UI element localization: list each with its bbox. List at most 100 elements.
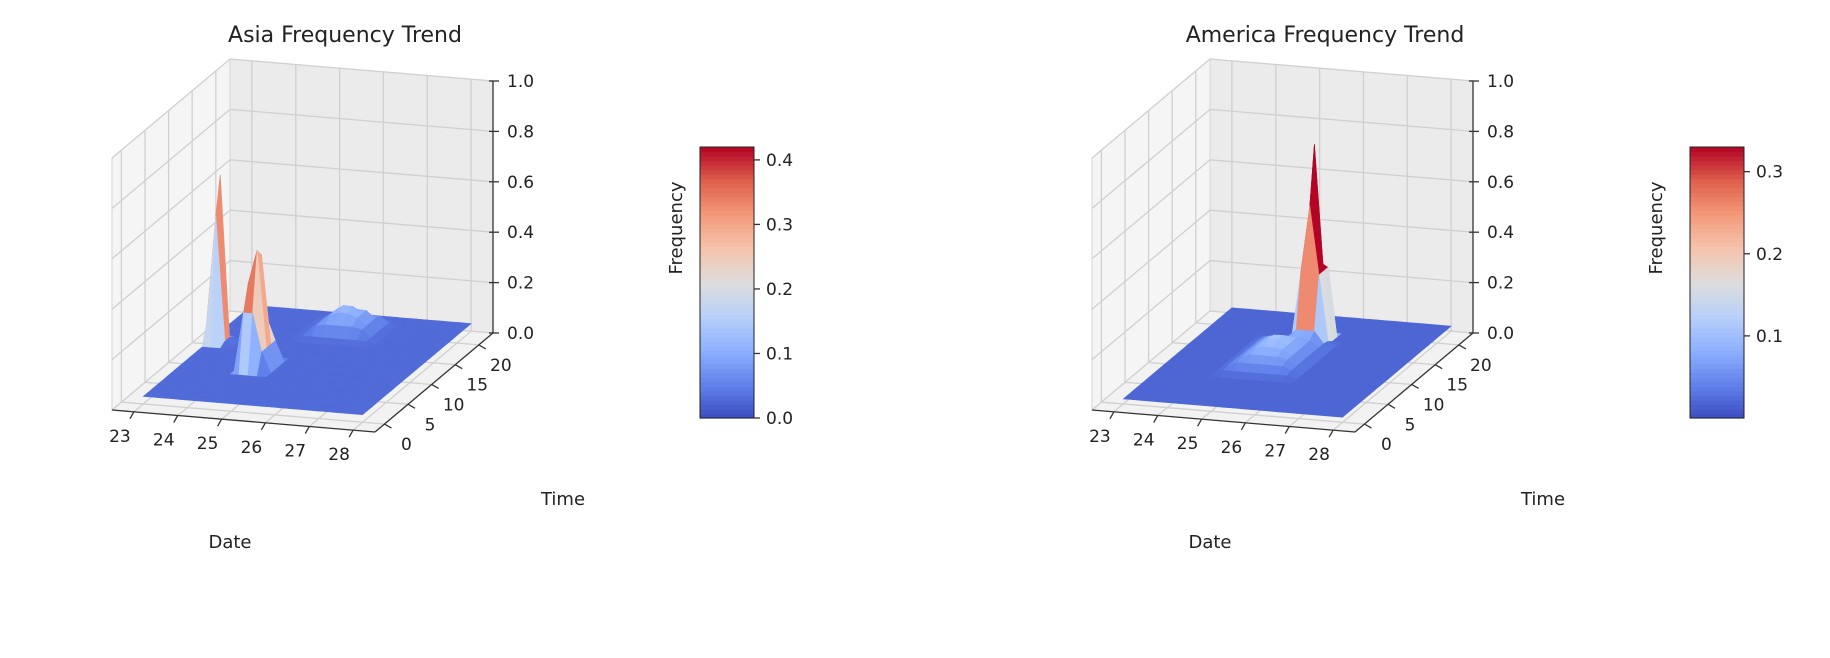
- colorbar-segment: [700, 255, 754, 261]
- colorbar-segment: [1690, 147, 1744, 153]
- america-ylabel: Time: [1520, 489, 1565, 510]
- colorbar-segment: [700, 345, 754, 351]
- y-axis-line: [374, 332, 494, 433]
- x-tick-label: 28: [328, 445, 350, 465]
- colorbar-segment: [700, 413, 754, 419]
- colorbar-segment: [700, 309, 754, 315]
- x-tick: [1109, 411, 1115, 420]
- colorbar-segment: [700, 395, 754, 401]
- asia-surface: [142, 175, 472, 416]
- y-tick: [1458, 344, 1467, 350]
- colorbar-segment: [700, 264, 754, 270]
- y-tick-label: 10: [1423, 395, 1445, 415]
- x-tick-label: 27: [1264, 442, 1286, 462]
- x-tick: [260, 422, 266, 431]
- colorbar-segment: [700, 246, 754, 252]
- colorbar-segment: [700, 156, 754, 162]
- colorbar-segment: [1690, 359, 1744, 365]
- x-axis-line: [111, 409, 376, 433]
- asia-colorbar: 0.0 0.1 0.2 0.3 0.4: [699, 146, 793, 429]
- colorbar-segment: [700, 377, 754, 383]
- colorbar-segment: [700, 187, 754, 193]
- colorbar-segment: [1690, 277, 1744, 284]
- colorbar-segment: [700, 259, 754, 266]
- colorbar-segment: [1690, 372, 1744, 378]
- colorbar-segment: [1690, 404, 1744, 410]
- y-tick: [1411, 383, 1419, 390]
- colorbar-segment: [1690, 201, 1744, 207]
- america-surface: [1122, 144, 1452, 418]
- colorbar-segment: [1690, 183, 1744, 189]
- x-tick: [1284, 426, 1290, 434]
- y-tick-label: 0: [401, 435, 412, 455]
- z-tick-label: 0.2: [1487, 274, 1514, 294]
- colorbar-segment: [1690, 187, 1744, 193]
- colorbar-segment: [1690, 386, 1744, 392]
- colorbar-segment: [700, 178, 754, 184]
- x-tick: [304, 426, 310, 434]
- colorbar-segment: [700, 232, 754, 238]
- colorbar-segment: [700, 151, 754, 157]
- colorbar-segment: [700, 196, 754, 202]
- colorbar-segment: [700, 147, 754, 153]
- colorbar-segment: [700, 404, 754, 410]
- colorbar-segment: [700, 228, 754, 234]
- colorbar-segment: [1690, 413, 1744, 419]
- colorbar-segment: [1690, 336, 1744, 342]
- x-tick-label: 25: [197, 434, 219, 454]
- z-tick-label: 0.8: [1487, 122, 1514, 142]
- colorbar-segment: [1690, 232, 1744, 238]
- colorbar-tick-label: 0.4: [766, 151, 793, 171]
- colorbar-segment: [1690, 246, 1744, 252]
- colorbar-segment: [1690, 323, 1744, 329]
- surface-facet: [1332, 412, 1348, 418]
- colorbar-segment: [700, 160, 754, 166]
- colorbar-frame: [699, 146, 755, 419]
- colorbar-segment: [700, 192, 754, 198]
- america-axes: [1091, 80, 1479, 438]
- colorbar-segment: [700, 386, 754, 392]
- z-tick-label: 0.4: [507, 223, 534, 243]
- colorbar-segment: [1690, 255, 1744, 261]
- colorbar-segment: [1690, 390, 1744, 397]
- colorbar-segment: [1690, 250, 1744, 256]
- y-axis-line: [1354, 332, 1474, 433]
- colorbar-segment: [1690, 309, 1744, 315]
- america-chart: America Frequency Trend 23 24 25 26 27 28 05 10…: [1089, 23, 1783, 553]
- colorbar-segment: [700, 341, 754, 347]
- colorbar-segment: [1690, 214, 1744, 220]
- america-title: America Frequency Trend: [1186, 23, 1465, 48]
- z-tick-label: 0.4: [1487, 223, 1514, 243]
- colorbar-segment: [1690, 219, 1744, 225]
- america-zlabel: Frequency: [1646, 181, 1667, 274]
- x-tick: [1328, 429, 1334, 438]
- colorbar-segment: [700, 354, 754, 360]
- grid-line-z: [111, 209, 494, 310]
- colorbar-segment: [700, 282, 754, 288]
- america-colorbar: 0.1 0.2 0.3: [1689, 146, 1783, 419]
- colorbar-segment: [1690, 273, 1744, 279]
- colorbar-segment: [700, 381, 754, 387]
- y-tick-label: 0: [1381, 435, 1392, 455]
- colorbar-segment: [1690, 228, 1744, 234]
- z-tick-label: 1.0: [507, 72, 534, 92]
- x-tick: [1153, 415, 1159, 423]
- colorbar-segment: [700, 277, 754, 284]
- colorbar-segment: [1690, 291, 1744, 297]
- x-tick: [129, 411, 135, 420]
- colorbar-segment: [1690, 314, 1744, 320]
- z-tick-label: 0.6: [1487, 173, 1514, 193]
- colorbar-segment: [700, 390, 754, 397]
- colorbar-segment: [700, 363, 754, 369]
- x-tick-label: 23: [109, 427, 131, 447]
- grid-line-z: [1091, 159, 1474, 260]
- asia-xlabel: Date: [208, 532, 251, 553]
- back-pane: [1209, 58, 1474, 334]
- america-xlabel: Date: [1188, 532, 1231, 553]
- grid-line-z: [111, 108, 494, 209]
- colorbar-segment: [700, 169, 754, 175]
- colorbar-segment: [1690, 178, 1744, 184]
